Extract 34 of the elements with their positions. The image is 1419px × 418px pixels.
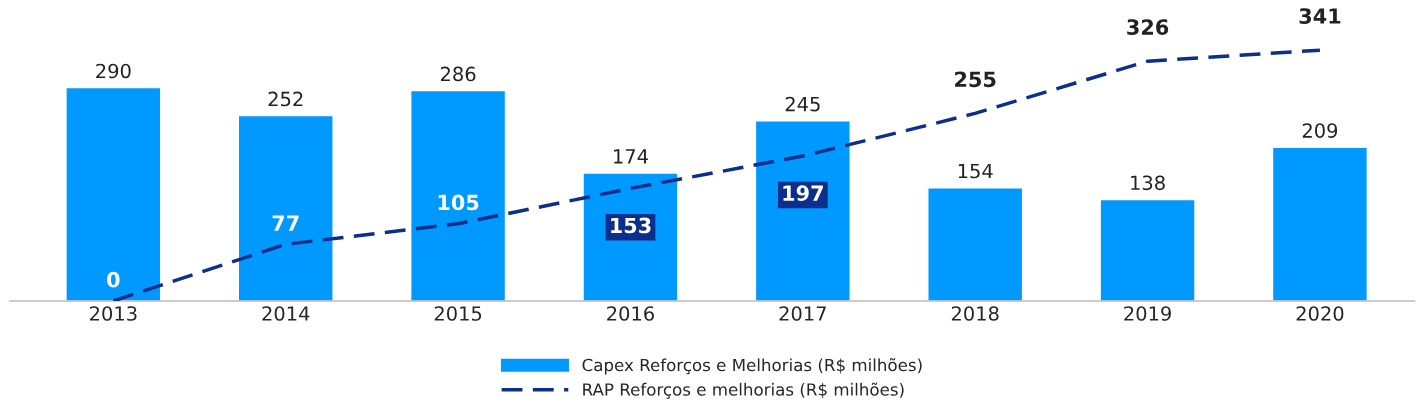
bar [754,120,851,301]
data-label: 153 [611,217,651,234]
data-label: 105 [438,194,479,211]
data-label: 77 [272,215,299,231]
bar [1099,198,1196,301]
x-tick-label: 2014 [262,306,310,321]
x-tick-label: 2013 [90,306,137,321]
x-tick-label: 2019 [1124,306,1171,321]
data-label: 197 [783,185,823,201]
data-label: 174 [614,149,648,164]
data-label: 252 [268,91,303,107]
x-tick-label: 2018 [951,306,999,321]
data-label: 138 [1131,175,1165,191]
data-label: 255 [955,71,996,88]
legend-label: RAP Reforços e melhorias (R$ milhões) [583,382,904,399]
bar [582,172,679,301]
bar [409,89,507,301]
data-label: 286 [440,66,476,82]
bar [65,86,162,301]
bar [927,187,1024,301]
data-label: 290 [96,63,131,79]
x-tick-label: 2017 [779,306,826,321]
data-label: 341 [1299,8,1341,24]
data-label: 245 [785,96,820,112]
data-label: 154 [958,163,993,179]
x-tick-label: 2016 [607,306,654,321]
data-label: 209 [1302,123,1338,138]
legend-label: Capex Reforços e Melhorias (R$ milhões) [582,358,922,375]
data-label: 0 [107,271,120,288]
x-tick-label: 2020 [1296,306,1344,321]
x-tick-label: 2015 [434,306,482,321]
bar [1271,146,1369,301]
bar [237,114,334,301]
data-label: 326 [1127,19,1169,35]
